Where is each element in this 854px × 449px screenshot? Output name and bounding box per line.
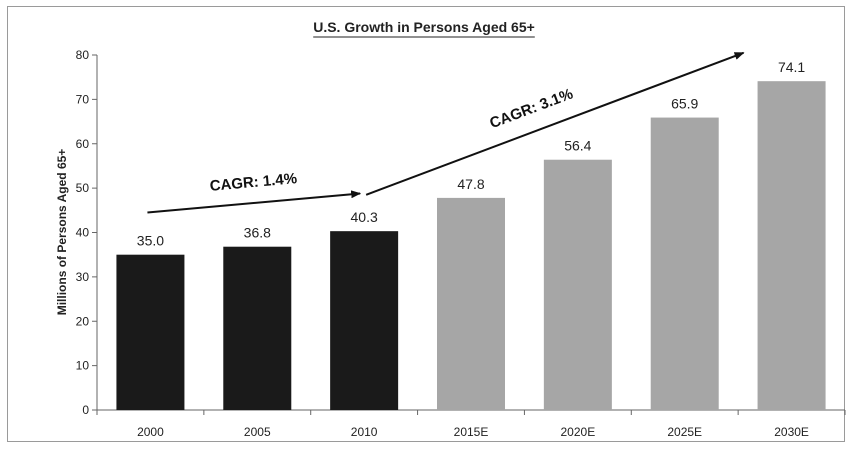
y-tick-label: 50 bbox=[76, 181, 90, 195]
bar bbox=[223, 246, 292, 410]
data-label: 56.4 bbox=[564, 138, 591, 154]
bar bbox=[650, 117, 719, 410]
x-tick-label: 2000 bbox=[137, 425, 164, 439]
data-label: 40.3 bbox=[351, 209, 378, 225]
bars: 35.0 36.8 40.3 47.8 56.4 65.9 74.1 bbox=[116, 59, 826, 411]
x-tick-label: 2020E bbox=[561, 425, 596, 439]
bar bbox=[330, 231, 399, 410]
x-tick-label: 2010 bbox=[351, 425, 378, 439]
bar bbox=[543, 159, 612, 410]
x-tick-label: 2030E bbox=[774, 425, 809, 439]
y-tick-label: 30 bbox=[76, 270, 90, 284]
bar bbox=[116, 254, 185, 410]
data-label: 74.1 bbox=[778, 59, 805, 75]
y-tick-label: 40 bbox=[76, 226, 90, 240]
x-tick-label: 2005 bbox=[244, 425, 271, 439]
bar bbox=[437, 197, 505, 410]
cagr-arrow bbox=[365, 51, 745, 196]
data-label: 65.9 bbox=[671, 96, 698, 112]
y-tick-label: 70 bbox=[76, 92, 90, 106]
data-label: 47.8 bbox=[457, 176, 484, 192]
y-tick-label: 60 bbox=[76, 137, 90, 151]
x-tick-label: 2015E bbox=[454, 425, 489, 439]
cagr-arrow bbox=[147, 190, 362, 214]
y-tick-label: 10 bbox=[76, 359, 90, 373]
data-label: 36.8 bbox=[244, 225, 271, 241]
y-tick-label: 80 bbox=[76, 48, 90, 62]
y-tick-label: 20 bbox=[76, 314, 90, 328]
axes: 0 10 20 30 40 50 60 70 80 2000 2005 2010 2015E 2020E 2… bbox=[76, 48, 846, 439]
y-tick-label: 0 bbox=[82, 403, 89, 417]
chart-title: U.S. Growth in Persons Aged 65+ bbox=[313, 19, 535, 35]
x-tick-label: 2025E bbox=[667, 425, 702, 439]
cagr-label: CAGR: 3.1% bbox=[487, 85, 575, 132]
data-label: 35.0 bbox=[137, 233, 164, 249]
bar bbox=[757, 81, 826, 411]
cagr-label: CAGR: 1.4% bbox=[209, 170, 298, 195]
y-axis-label: Millions of Persons Aged 65+ bbox=[55, 149, 69, 316]
